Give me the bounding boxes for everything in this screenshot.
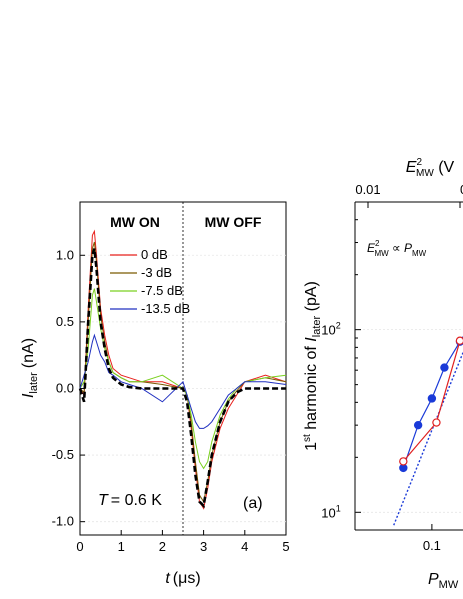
- proportionality-annotation: E2 MW ∝ PMW: [367, 239, 427, 258]
- x-tick-label: 5: [282, 539, 289, 554]
- x-tick-label: 0: [76, 539, 83, 554]
- panel-a-legend: 0 dB -3 dB -7.5 dB -13.5 dB: [110, 247, 190, 316]
- b-top-tick-label: 0: [460, 182, 463, 197]
- legend-label: 0 dB: [141, 247, 168, 262]
- top-axis-unit: (V: [434, 159, 455, 176]
- b-data-point: [413, 420, 423, 430]
- annotation-lhs: E: [367, 241, 376, 255]
- b-x-axis-var: P: [428, 571, 439, 588]
- y-axis-unit: (nA): [20, 338, 37, 368]
- panel-a: 0 1 2 3 4 5 -1.0 -0.5 0.0 0.5 1.0 MW ON MW OFF 0 …: [20, 201, 290, 587]
- b-x-axis-unit: (: [458, 571, 463, 588]
- b-guide-line: [393, 350, 463, 526]
- x-axis-var: t: [165, 570, 170, 587]
- b-y-tick-label: 102: [321, 321, 340, 338]
- b-data-point: [432, 418, 441, 427]
- panel-a-series: [78, 229, 287, 510]
- x-tick-label: 3: [200, 539, 207, 554]
- top-axis-var: E: [406, 159, 417, 176]
- y-tick-label: -0.5: [52, 447, 74, 462]
- b-data-point: [455, 336, 463, 345]
- panel-b-x-axis-label: PMW (: [428, 571, 463, 591]
- region-label-mw-on: MW ON: [110, 214, 160, 230]
- b-data-point: [427, 394, 437, 403]
- legend-label: -13.5 dB: [141, 301, 190, 316]
- annotation-lhs-sub: MW: [374, 249, 389, 258]
- y-tick-label: 0.5: [56, 314, 74, 329]
- x-tick-label: 4: [241, 539, 248, 554]
- b-y-axis-unit: (pA): [303, 281, 320, 316]
- y-axis-sub: later: [28, 372, 40, 394]
- annotation-lhs-sup: 2: [375, 239, 380, 248]
- b-y-tick-label: 101: [321, 503, 340, 520]
- temperature-value: = 0.6 K: [111, 492, 162, 509]
- panel-a-label: (a): [243, 495, 263, 512]
- y-tick-label: -1.0: [52, 514, 74, 529]
- y-tick-label: 0.0: [56, 380, 74, 395]
- fit-curve: [78, 248, 286, 509]
- series-line: [79, 288, 287, 470]
- b-y-axis-sub: later: [311, 315, 323, 337]
- b-data-point: [440, 363, 449, 372]
- legend-label: -3 dB: [141, 265, 172, 280]
- series-line: [79, 229, 287, 510]
- panel-b-series: [399, 335, 463, 473]
- b-y-axis-pre: 1: [303, 442, 320, 451]
- panel-b-gridlines: [355, 329, 463, 526]
- legend-label: -7.5 dB: [141, 283, 183, 298]
- panel-a-y-ticks: -1.0 -0.5 0.0 0.5 1.0: [52, 247, 85, 529]
- top-axis-sup: 2: [416, 157, 422, 168]
- b-x-tick-label: 0.1: [423, 538, 441, 553]
- x-tick-label: 1: [118, 539, 125, 554]
- annotation-rhs-sub: MW: [412, 249, 427, 258]
- panel-a-x-ticks: 0 1 2 3 4 5: [76, 530, 290, 554]
- region-label-mw-off: MW OFF: [205, 214, 262, 230]
- y-axis-var: I: [20, 393, 37, 398]
- panel-b-y-axis-label: 1st harmonic of Ilater (pA): [302, 281, 323, 451]
- panel-b-top-axis-label: E2 MW (V: [406, 157, 455, 179]
- x-axis-unit: (μs): [173, 570, 201, 587]
- temperature-label: T = 0.6 K: [98, 492, 162, 509]
- b-y-axis-sup: st: [302, 434, 313, 442]
- series-line: [79, 333, 287, 429]
- b-data-point: [399, 457, 408, 466]
- b-x-axis-sub: MW: [439, 579, 459, 591]
- temperature-var: T: [98, 492, 109, 509]
- panel-b-ticks: 101 102 0.1 0.01 0: [321, 182, 463, 553]
- annotation-rhs: P: [404, 241, 412, 255]
- b-y-axis-mid: harmonic of: [303, 342, 320, 434]
- top-axis-sub: MW: [416, 168, 434, 179]
- annotation-op: ∝: [389, 241, 404, 255]
- panel-a-x-axis-label: t (μs): [165, 570, 200, 587]
- b-y-axis-var: I: [303, 337, 320, 342]
- x-tick-label: 2: [159, 539, 166, 554]
- panel-a-y-axis-label: Ilater (nA): [20, 338, 40, 398]
- b-top-tick-label: 0.01: [355, 182, 380, 197]
- y-tick-label: 1.0: [56, 247, 74, 262]
